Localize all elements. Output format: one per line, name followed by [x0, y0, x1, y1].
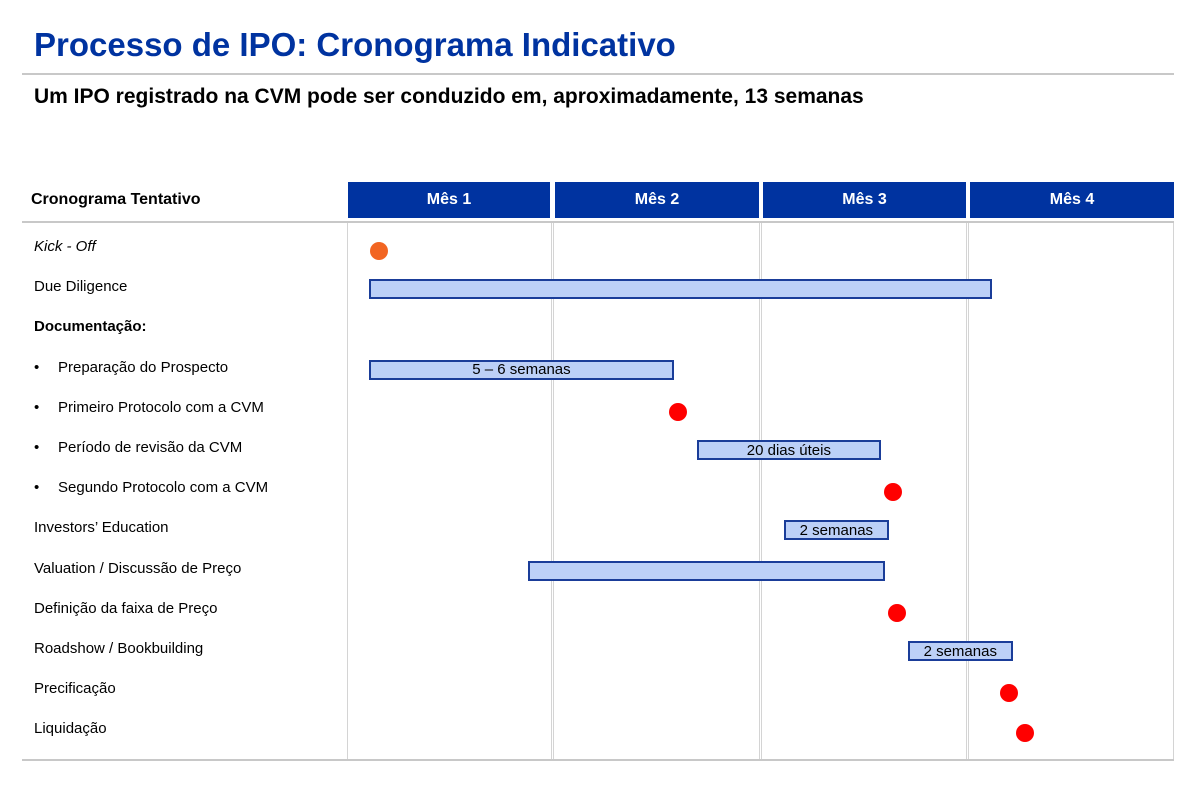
- task-label: Investors’ Education: [34, 519, 169, 536]
- task-label-text: Período de revisão da CVM: [58, 439, 243, 456]
- task-label: Roadshow / Bookbuilding: [34, 640, 203, 657]
- bullet-marker: •: [34, 358, 40, 376]
- gantt-bar: 2 semanas: [907, 641, 1013, 661]
- gantt-bar: [527, 560, 885, 581]
- bullet-marker: •: [34, 398, 40, 416]
- task-label: Documentação:: [34, 318, 147, 335]
- gantt-bar-label: 2 semanas: [923, 642, 997, 660]
- bottom-divider: [22, 759, 1174, 761]
- milestone-dot: [999, 684, 1018, 703]
- gantt-bar-label: 5 – 6 semanas: [472, 361, 571, 379]
- task-label: Kick - Off: [34, 238, 96, 255]
- grid-line-3: [966, 223, 969, 759]
- milestone-dot: [669, 402, 688, 421]
- task-label-text: Definição da faixa de Preço: [34, 599, 218, 617]
- task-label-text: Preparação do Prospecto: [58, 358, 229, 376]
- month-header-3: Mês 3: [763, 182, 966, 218]
- gantt-bar: [368, 279, 993, 300]
- bullet-marker: •: [34, 439, 40, 456]
- task-label: • Período de revisão da CVM: [34, 439, 242, 456]
- task-label-text: Valuation / Discussão de Preço: [34, 559, 242, 577]
- header-divider: [22, 221, 1174, 223]
- task-label: Valuation / Discussão de Preço: [34, 560, 241, 577]
- month-header-4: Mês 4: [970, 182, 1174, 218]
- grid-line-4: [1173, 223, 1174, 759]
- task-label: Definição da faixa de Preço: [34, 600, 217, 617]
- milestone-dot: [888, 603, 907, 622]
- gantt-bar: 20 dias úteis: [696, 440, 881, 460]
- page-subtitle: Um IPO registrado na CVM pode ser conduz…: [34, 85, 864, 108]
- gantt-bar-label: 2 semanas: [799, 521, 874, 539]
- task-label-text: Precificação: [34, 680, 116, 698]
- grid-line-0: [347, 223, 348, 759]
- task-label: Due Diligence: [34, 278, 127, 295]
- task-label: Precificação: [34, 680, 116, 697]
- gantt-bar-label: 20 dias úteis: [746, 441, 831, 459]
- grid-line-2: [759, 223, 762, 759]
- month-header-1: Mês 1: [348, 182, 550, 218]
- task-label: Liquidação: [34, 720, 107, 737]
- milestone-dot: [1016, 724, 1035, 743]
- task-label: • Segundo Protocolo com a CVM: [34, 479, 268, 496]
- title-divider: [22, 73, 1174, 75]
- grid-line-1: [551, 223, 554, 759]
- gantt-bar: 2 semanas: [783, 520, 890, 541]
- task-label-text: Documentação:: [34, 318, 147, 336]
- schedule-label: Cronograma Tentativo: [31, 191, 201, 208]
- task-label-text: Primeiro Protocolo com a CVM: [58, 398, 264, 416]
- task-label-text: Roadshow / Bookbuilding: [34, 640, 204, 657]
- task-label-text: Kick - Off: [34, 238, 96, 255]
- task-label: • Preparação do Prospecto: [34, 359, 228, 376]
- task-label-text: Segundo Protocolo com a CVM: [58, 479, 269, 497]
- task-label-text: Investors’ Education: [34, 519, 169, 537]
- milestone-dot: [369, 242, 388, 260]
- page-title: Processo de IPO: Cronograma Indicativo: [34, 26, 676, 63]
- milestone-dot: [884, 483, 903, 502]
- gantt-bar: 5 – 6 semanas: [368, 359, 675, 380]
- month-header-2: Mês 2: [555, 182, 759, 218]
- task-label-text: Liquidação: [34, 720, 107, 738]
- bullet-marker: •: [34, 479, 40, 497]
- task-label-text: Due Diligence: [34, 278, 128, 296]
- task-label: • Primeiro Protocolo com a CVM: [34, 399, 264, 416]
